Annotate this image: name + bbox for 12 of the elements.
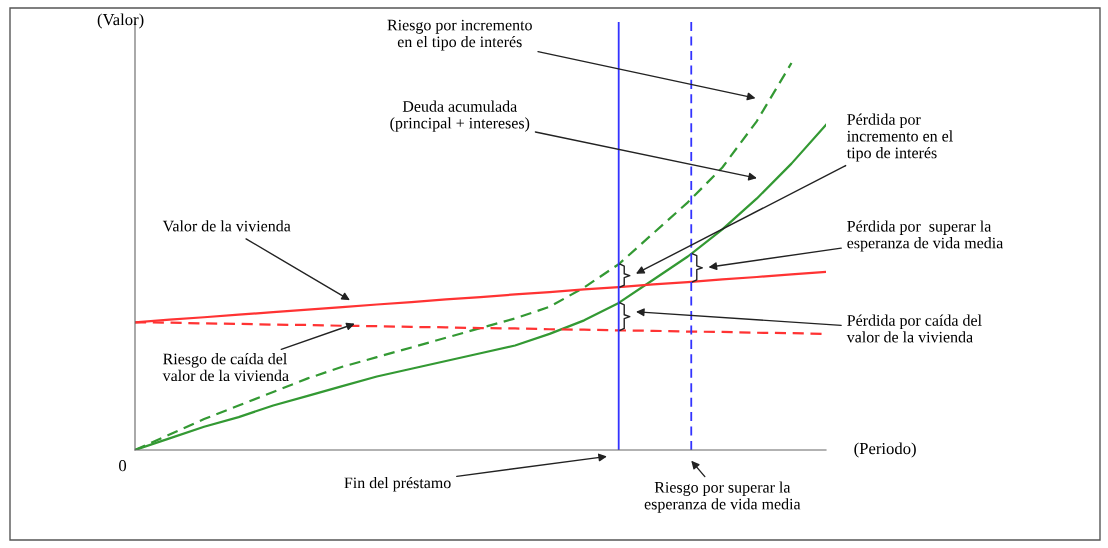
annotation: Valor de la vivienda [162, 220, 291, 232]
y-axis-title: (Valor) [97, 13, 144, 29]
text: Fin del préstamo [344, 476, 451, 492]
text: 0 [119, 460, 127, 472]
text: Pérdida por caída del valor de la vivienda [846, 314, 982, 343]
annotation: Riesgo de caída del valor de la vivienda [162, 353, 289, 382]
text: Riesgo por incremento en el tipo de interés [387, 19, 532, 51]
text: Pérdida por superar la esperanza de vida media [847, 220, 1004, 252]
x-axis-title: (Periodo) [854, 442, 916, 458]
annotation: Deuda acumulada (principal + intereses) [390, 100, 530, 132]
text: Riesgo por superar la esperanza de vida media [644, 481, 801, 513]
text: Pérdida por incremento en el tipo de interés [846, 113, 953, 162]
